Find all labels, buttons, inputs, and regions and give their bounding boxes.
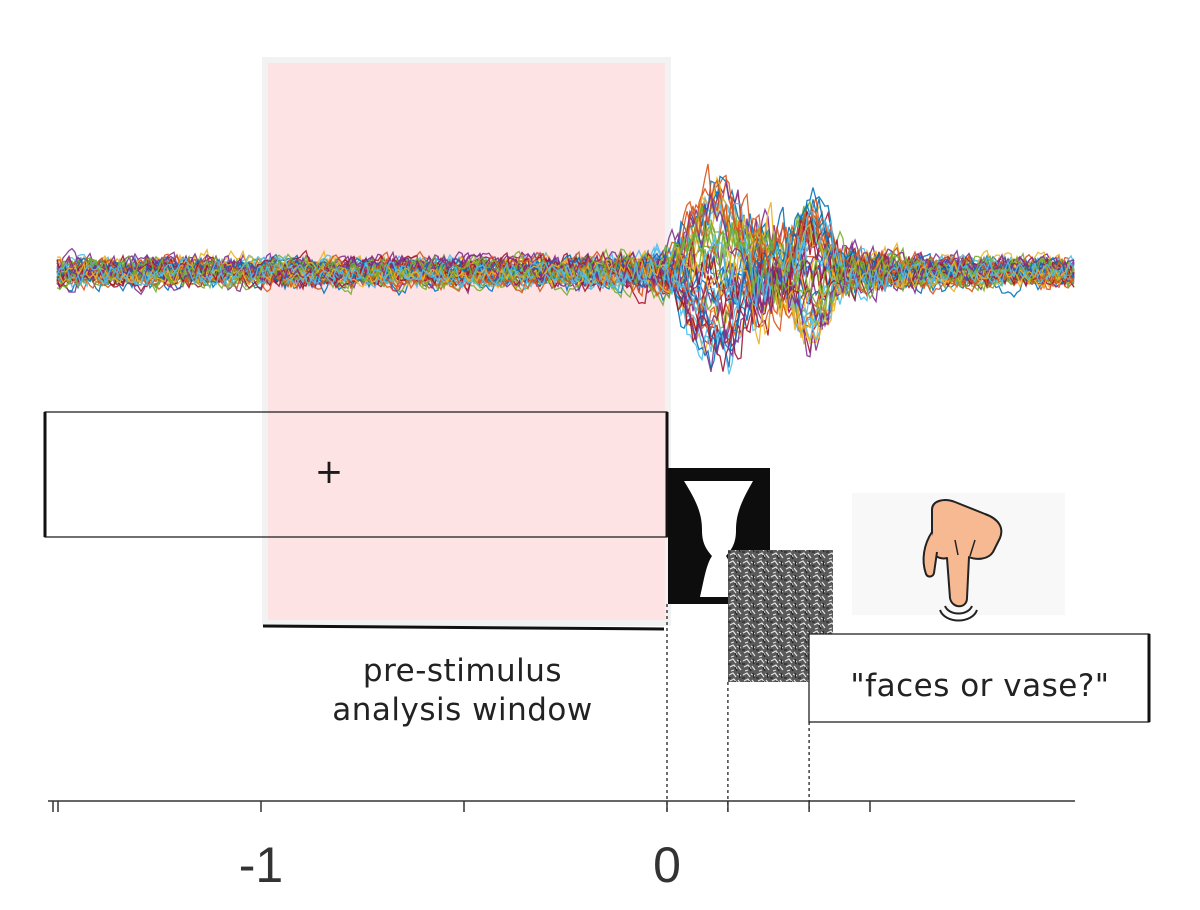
event-onset-lines	[666, 604, 810, 812]
analysis-window-label-line1: pre-stimulus	[362, 653, 563, 689]
eeg-trace	[56, 246, 1075, 345]
analysis-window-shading	[262, 57, 671, 626]
response-prompt-text: "faces or vase?"	[850, 668, 1110, 704]
pointing-hand-icon	[852, 493, 1065, 622]
eeg-trace	[56, 210, 1075, 315]
response-prompt-box	[808, 633, 1150, 723]
time-axis-tick-label: 0	[653, 837, 681, 893]
time-axis	[48, 800, 1075, 812]
fixation-cross: +	[315, 452, 344, 492]
analysis-window-label-line2: analysis window	[332, 692, 593, 728]
analysis-window-underline	[262, 624, 665, 631]
eeg-trace	[56, 197, 1075, 339]
eeg-butterfly-traces	[56, 163, 1075, 375]
time-axis-tick-label: -1	[238, 837, 284, 893]
analysis-window-label: pre-stimulus analysis window	[300, 652, 625, 730]
